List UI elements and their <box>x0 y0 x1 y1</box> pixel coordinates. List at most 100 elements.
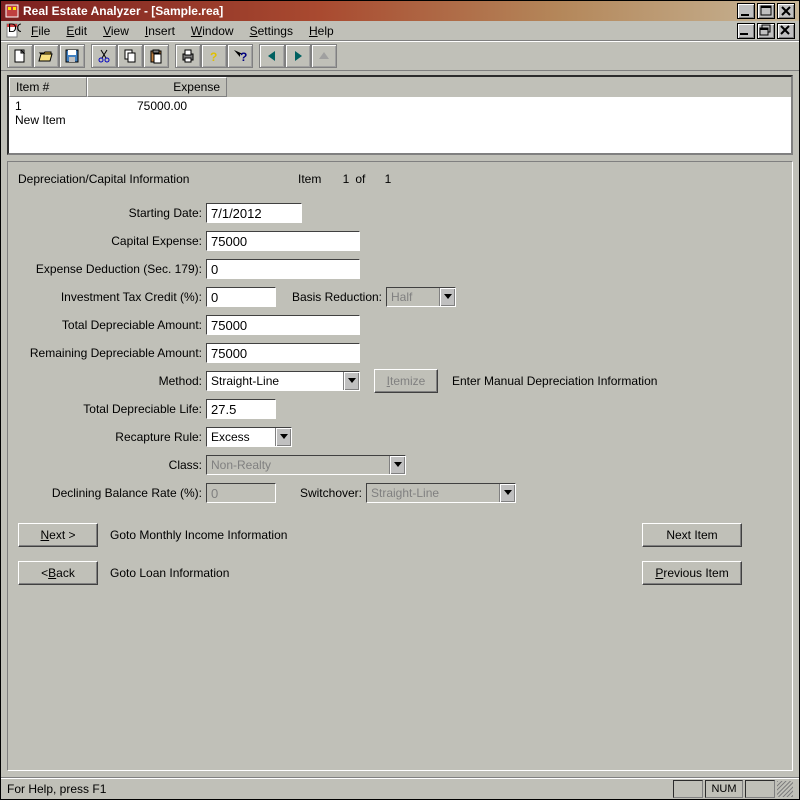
menu-settings[interactable]: Settings <box>242 22 301 40</box>
next-item-button[interactable]: Next Item <box>642 523 742 547</box>
chevron-down-icon <box>389 456 405 474</box>
lbl-dbr: Declining Balance Rate (%): <box>18 486 206 500</box>
previous-item-button[interactable]: Previous Item <box>642 561 742 585</box>
toolbar: ? ? <box>1 41 799 71</box>
lbl-itc: Investment Tax Credit (%): <box>18 290 206 304</box>
menu-insert[interactable]: Insert <box>137 22 183 40</box>
minimize-button[interactable] <box>737 3 755 19</box>
next-nav-label: Goto Monthly Income Information <box>110 528 642 542</box>
next-button[interactable]: Next > <box>18 523 98 547</box>
new-item-label: New Item <box>15 113 66 127</box>
class-value: Non-Realty <box>211 458 271 472</box>
item-list: Item # Expense 1 75000.00 New Item <box>7 75 793 155</box>
app-window: Real Estate Analyzer - [Sample.rea] DOC … <box>0 0 800 800</box>
mdi-minimize-button[interactable] <box>737 23 755 39</box>
section-title: Depreciation/Capital Information <box>18 172 298 186</box>
list-body[interactable]: 1 75000.00 New Item <box>9 97 791 153</box>
prev-icon[interactable] <box>259 44 285 68</box>
switchover-value: Straight-Line <box>371 486 439 500</box>
mdi-restore-button[interactable] <box>757 23 775 39</box>
cell-item-num: 1 <box>15 99 85 113</box>
item-total: 1 <box>371 172 391 186</box>
recapture-value: Excess <box>211 430 250 444</box>
copy-icon[interactable] <box>117 44 143 68</box>
lbl-class: Class: <box>18 458 206 472</box>
status-num: NUM <box>705 780 743 798</box>
item-current: 1 <box>321 172 349 186</box>
cut-icon[interactable] <box>91 44 117 68</box>
itc-input[interactable] <box>206 287 276 307</box>
method-value: Straight-Line <box>211 374 279 388</box>
menu-window[interactable]: Window <box>183 22 242 40</box>
lbl-total-dep: Total Depreciable Amount: <box>18 318 206 332</box>
dbr-input <box>206 483 276 503</box>
itemize-hint: Enter Manual Depreciation Information <box>438 374 657 388</box>
status-text: For Help, press F1 <box>7 782 671 796</box>
item-word: Item <box>298 172 321 186</box>
up-icon[interactable] <box>311 44 337 68</box>
chevron-down-icon[interactable] <box>343 372 359 390</box>
back-nav-label: Goto Loan Information <box>110 566 642 580</box>
paste-icon[interactable] <box>143 44 169 68</box>
chevron-down-icon[interactable] <box>275 428 291 446</box>
expense-deduction-input[interactable] <box>206 259 360 279</box>
svg-text:?: ? <box>210 50 217 64</box>
maximize-button[interactable] <box>757 3 775 19</box>
svg-text:?: ? <box>240 50 247 64</box>
statusbar: For Help, press F1 NUM <box>1 777 799 799</box>
resize-grip[interactable] <box>777 781 793 797</box>
next-icon[interactable] <box>285 44 311 68</box>
status-panel <box>745 780 775 798</box>
lbl-total-life: Total Depreciable Life: <box>18 402 206 416</box>
print-icon[interactable] <box>175 44 201 68</box>
app-icon <box>5 4 19 18</box>
itemize-button: Itemize <box>374 369 438 393</box>
lbl-basis-reduction: Basis Reduction: <box>276 290 386 304</box>
back-button[interactable]: < Back <box>18 561 98 585</box>
remaining-dep-input[interactable] <box>206 343 360 363</box>
lbl-capital-expense: Capital Expense: <box>18 234 206 248</box>
open-icon[interactable] <box>33 44 59 68</box>
total-life-input[interactable] <box>206 399 276 419</box>
document-icon: DOC <box>5 23 21 39</box>
chevron-down-icon <box>439 288 455 306</box>
mdi-close-button[interactable] <box>777 23 795 39</box>
list-row-new[interactable]: New Item <box>15 113 785 127</box>
switchover-select: Straight-Line <box>366 483 516 503</box>
menu-file[interactable]: File <box>23 22 58 40</box>
cell-expense: 75000.00 <box>85 99 187 113</box>
of-label: of <box>349 172 371 186</box>
lbl-switchover: Switchover: <box>276 486 366 500</box>
menu-help[interactable]: Help <box>301 22 342 40</box>
context-help-icon[interactable]: ? <box>227 44 253 68</box>
recapture-select[interactable]: Excess <box>206 427 292 447</box>
lbl-expense-deduction: Expense Deduction (Sec. 179): <box>18 262 206 276</box>
form-panel: Depreciation/Capital Information Item 1 … <box>7 161 793 771</box>
save-icon[interactable] <box>59 44 85 68</box>
class-select: Non-Realty <box>206 455 406 475</box>
method-select[interactable]: Straight-Line <box>206 371 360 391</box>
menu-edit[interactable]: Edit <box>58 22 95 40</box>
list-row[interactable]: 1 75000.00 <box>15 99 785 113</box>
basis-reduction-select: Half <box>386 287 456 307</box>
lbl-starting-date: Starting Date: <box>18 206 206 220</box>
new-icon[interactable] <box>7 44 33 68</box>
lbl-remaining-dep: Remaining Depreciable Amount: <box>18 346 206 360</box>
close-button[interactable] <box>777 3 795 19</box>
help-icon[interactable]: ? <box>201 44 227 68</box>
lbl-recapture: Recapture Rule: <box>18 430 206 444</box>
list-header: Item # Expense <box>9 77 791 97</box>
status-panel <box>673 780 703 798</box>
menu-view[interactable]: View <box>95 22 137 40</box>
titlebar: Real Estate Analyzer - [Sample.rea] <box>1 1 799 21</box>
col-item[interactable]: Item # <box>9 77 87 97</box>
starting-date-input[interactable] <box>206 203 302 223</box>
capital-expense-input[interactable] <box>206 231 360 251</box>
chevron-down-icon <box>499 484 515 502</box>
window-title: Real Estate Analyzer - [Sample.rea] <box>23 4 735 18</box>
svg-text:DOC: DOC <box>8 23 21 35</box>
col-expense[interactable]: Expense <box>87 77 227 97</box>
total-dep-input[interactable] <box>206 315 360 335</box>
lbl-method: Method: <box>18 374 206 388</box>
menubar: DOC File Edit View Insert Window Setting… <box>1 21 799 41</box>
